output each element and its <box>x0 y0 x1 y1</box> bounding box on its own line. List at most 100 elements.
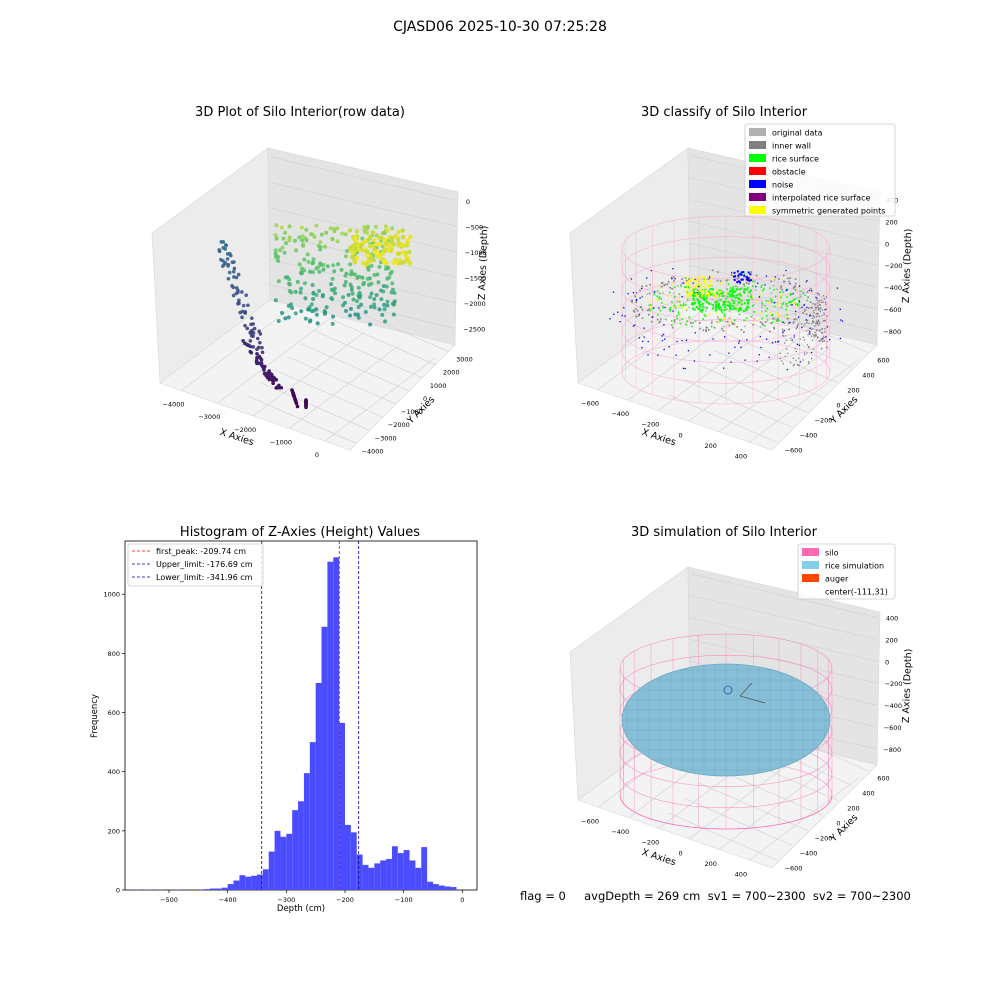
classify-data-point <box>631 299 634 302</box>
classify-inner-wall-point <box>823 314 825 316</box>
classify-rice-point <box>701 308 704 311</box>
classify-data-point <box>659 292 661 295</box>
classify-rice-point <box>737 301 740 304</box>
classify-symmetric-point <box>695 293 698 296</box>
classify-data-point <box>792 303 795 305</box>
classify-inner-wall-point <box>781 360 783 362</box>
classify-data-point <box>646 293 648 296</box>
classify-inner-wall-point <box>782 363 784 365</box>
classify-gridline-y <box>714 349 823 398</box>
classify-rice-point <box>717 293 720 296</box>
raw-gridline-y <box>313 330 423 379</box>
classify-data-point <box>660 282 663 284</box>
classify-data-point <box>647 309 649 312</box>
raw-data-point <box>369 281 374 286</box>
classify-rice-point <box>734 296 737 299</box>
raw-data-point <box>298 290 303 295</box>
classify-data-point <box>645 285 648 287</box>
raw-data-point <box>373 224 378 229</box>
classify-noise-point <box>674 278 676 280</box>
classify-noise-point <box>733 271 736 274</box>
classify-noise-point <box>662 333 665 336</box>
classify-data-point <box>699 306 701 308</box>
classify-rice-point <box>717 306 720 309</box>
histogram-bar <box>409 860 416 890</box>
classify-inner-wall-point <box>824 327 826 330</box>
classify-rice-point <box>715 305 718 308</box>
classify-data-point <box>721 290 724 293</box>
raw-data-point <box>329 282 334 287</box>
raw-y-tick-label: −1000 <box>401 408 423 416</box>
histogram-bar <box>298 801 304 890</box>
classify-inner-wall-point <box>782 335 785 337</box>
classify-data-point <box>734 300 737 302</box>
raw-data-point <box>236 272 241 277</box>
classify-data-point <box>641 285 644 288</box>
classify-noise-point <box>632 292 635 294</box>
raw-data-point <box>369 263 374 268</box>
classify-data-point <box>657 314 659 316</box>
raw-data-point <box>379 297 384 302</box>
raw-gridline-y <box>274 369 383 418</box>
raw-data-point <box>231 293 236 298</box>
histogram-y-tick-label: 600 <box>108 709 120 717</box>
classify-noise-point <box>685 339 688 342</box>
raw-gridline-x <box>324 357 436 442</box>
raw-z-tick-label: −1000 <box>465 249 487 257</box>
classify-rice-point <box>717 303 720 306</box>
classify-inner-wall-point <box>819 310 822 313</box>
classify-data-point <box>679 304 682 306</box>
classify-data-point <box>663 284 665 287</box>
classify-rice-point <box>701 302 704 305</box>
classify-noise-point <box>797 316 800 318</box>
classify-rice-point <box>728 306 731 309</box>
raw-data-point <box>400 228 405 233</box>
raw-data-point <box>248 339 253 343</box>
classify-data-point <box>762 324 765 327</box>
classify-gridline-x <box>628 316 739 401</box>
raw-data-point <box>314 307 319 312</box>
classify-data-point <box>761 284 763 286</box>
classify-symmetric-point <box>700 285 703 288</box>
classify-rice-point <box>709 288 712 291</box>
histogram-bar <box>397 853 404 890</box>
classify-data-point <box>778 314 781 317</box>
classify-data-point <box>661 282 664 284</box>
classify-noise-point <box>738 342 740 344</box>
classify-noise-point <box>646 277 648 279</box>
raw-data-point <box>314 293 319 298</box>
classify-symmetric-point <box>695 286 698 289</box>
histogram-bars <box>133 557 457 890</box>
raw-data-point <box>232 260 236 264</box>
classify-inner-wall-point <box>821 340 824 343</box>
raw-data-point <box>390 226 395 231</box>
classify-data-point <box>668 308 671 311</box>
classify-rice-point <box>727 292 730 295</box>
classify-data-point <box>720 317 723 320</box>
classify-data-point <box>772 317 774 320</box>
classify-rice-point <box>730 304 733 307</box>
classify-data-point <box>771 321 774 324</box>
classify-noise-point <box>693 360 696 362</box>
classify-data-point <box>761 303 764 305</box>
classify-inner-wall-point <box>807 333 809 336</box>
classify-data-point <box>655 299 658 301</box>
classify-noise-point <box>740 273 743 276</box>
classify-rice-point <box>691 307 694 310</box>
raw-plot-panel: 3D Plot of Silo Interior(row data) −4000… <box>151 105 490 459</box>
classify-data-point <box>731 299 733 301</box>
classify-data-point <box>746 299 748 302</box>
classify-data-point <box>786 313 788 316</box>
raw-data-point <box>325 264 330 269</box>
raw-data-point <box>281 236 286 241</box>
raw-data-point <box>396 242 402 247</box>
classify-data-point <box>811 302 814 305</box>
classify-data-point <box>797 323 799 326</box>
raw-data-point <box>295 404 300 409</box>
classify-noise-point <box>742 271 745 274</box>
classify-data-point <box>641 295 644 298</box>
raw-data-point <box>339 267 344 272</box>
classify-data-point <box>726 301 728 304</box>
classify-rice-point <box>720 309 723 312</box>
classify-noise-point <box>755 285 757 288</box>
